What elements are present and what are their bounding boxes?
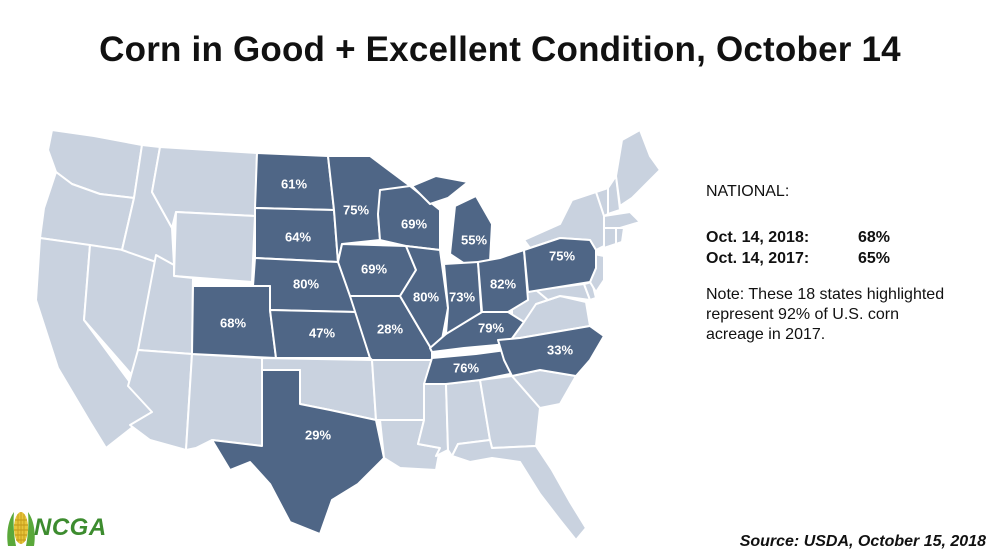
state-value-mn: 75% <box>343 202 369 217</box>
state-value-wi: 69% <box>401 216 427 231</box>
state-tx <box>211 369 385 535</box>
state-value-nc: 33% <box>547 342 573 357</box>
state-value-mo: 28% <box>377 321 403 336</box>
state-value-mi: 55% <box>461 232 487 247</box>
highlighted-states <box>191 152 605 535</box>
state-value-ne: 80% <box>293 276 319 291</box>
ncga-logo: NCGA <box>4 508 107 548</box>
state-ct <box>603 227 617 249</box>
state-value-tx: 29% <box>305 427 331 442</box>
other-states <box>35 129 661 541</box>
page-title: Corn in Good + Excellent Condition, Octo… <box>99 30 901 69</box>
state-value-ky: 79% <box>478 320 504 335</box>
state-value-sd: 64% <box>285 229 311 244</box>
state-wy <box>173 211 256 283</box>
state-value-ia: 69% <box>361 261 387 276</box>
source-note: Source: USDA, October 15, 2018 <box>739 533 986 550</box>
corn-ear-icon <box>7 512 35 546</box>
state-nm <box>185 353 263 451</box>
national-row-label: Oct. 14, 2017: <box>706 250 810 267</box>
logo-text: NCGA <box>34 514 107 541</box>
state-ma <box>603 211 641 229</box>
national-row-2017: Oct. 14, 2017: 65% <box>706 248 986 269</box>
national-row-label: Oct. 14, 2018: <box>706 229 810 246</box>
state-value-co: 68% <box>220 315 246 330</box>
acreage-note: Note: These 18 states highlighted repres… <box>706 286 945 343</box>
state-mi-up <box>411 175 469 205</box>
state-value-labels: 61% 64% 80% 47% 68% 29% 75% 69% 28% 69% … <box>220 176 575 442</box>
state-ri <box>615 227 625 245</box>
state-value-oh: 82% <box>490 276 516 291</box>
state-value-ks: 47% <box>309 325 335 340</box>
national-row-value: 65% <box>858 250 891 267</box>
national-row-2018: Oct. 14, 2018: 68% <box>706 227 986 248</box>
state-value-tn: 76% <box>453 360 479 375</box>
state-value-pa: 75% <box>549 248 575 263</box>
national-summary: NATIONAL: Oct. 14, 2018: 68% Oct. 14, 20… <box>706 183 986 345</box>
state-mi <box>449 195 493 267</box>
state-value-il: 80% <box>413 289 439 304</box>
national-label: NATIONAL: <box>706 183 790 200</box>
state-nc <box>497 325 605 377</box>
state-value-nd: 61% <box>281 176 307 191</box>
state-me <box>615 129 661 207</box>
state-value-in: 73% <box>449 289 475 304</box>
state-fl <box>451 439 587 541</box>
state-pa <box>523 237 597 293</box>
national-row-value: 68% <box>858 229 891 246</box>
